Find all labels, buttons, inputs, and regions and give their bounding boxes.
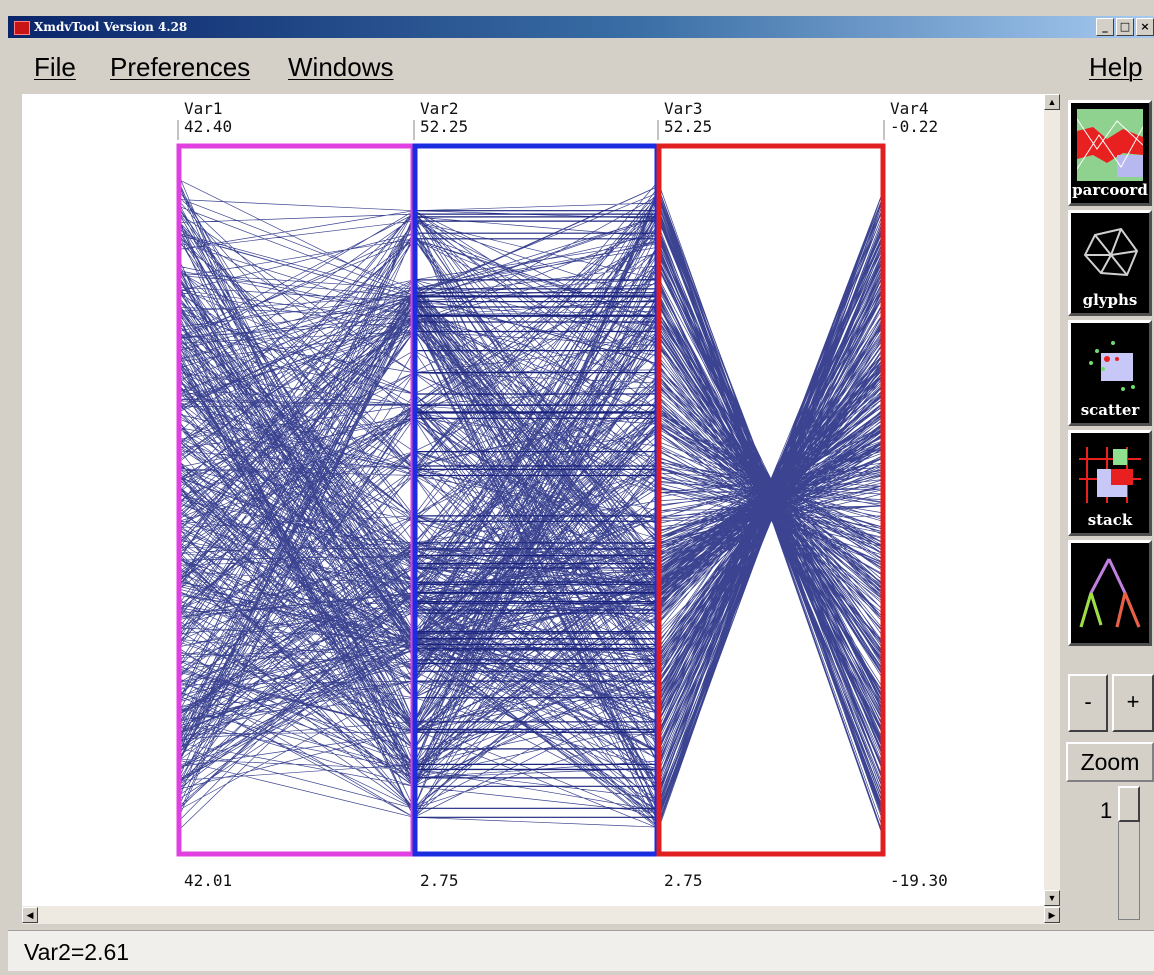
- axis-max-var1: 42.40: [184, 117, 232, 136]
- axis-min-var1: 42.01: [184, 871, 232, 890]
- parallel-coordinates-canvas[interactable]: Var1 42.40 42.01 Var2 52.25 2.75 Var3 52.25 2.75…: [22, 94, 1044, 906]
- maximize-button[interactable]: □: [1116, 18, 1134, 36]
- scatter-button[interactable]: scatter: [1068, 320, 1152, 426]
- axis-max-var4: -0.22: [890, 117, 938, 136]
- menu-windows[interactable]: Windows: [288, 52, 394, 82]
- menu-bar: File Preferences Windows Help: [8, 40, 1154, 92]
- zoom-in-button[interactable]: +: [1112, 674, 1154, 732]
- app-icon[interactable]: [14, 21, 30, 35]
- scroll-right-icon[interactable]: ▶: [1044, 907, 1060, 923]
- stack-button[interactable]: stack: [1068, 430, 1152, 536]
- window-title: XmdvTool Version 4.28: [34, 20, 188, 34]
- axis-name-var4: Var4: [890, 99, 929, 118]
- stack-icon: [1079, 447, 1141, 503]
- menu-help[interactable]: Help: [1089, 52, 1143, 82]
- hierarchy-button[interactable]: [1068, 540, 1152, 646]
- glyphs-icon: [1083, 227, 1139, 277]
- polyline-bundle: [177, 173, 885, 840]
- status-bar: Var2=2.61: [8, 930, 1154, 971]
- data-lines: [177, 173, 885, 840]
- glyphs-button[interactable]: glyphs: [1068, 210, 1152, 316]
- axis-min-var4: -19.30: [890, 871, 948, 890]
- zoom-slider-thumb[interactable]: [1118, 786, 1140, 822]
- menu-preferences[interactable]: Preferences: [110, 52, 251, 82]
- axis-max-var2: 52.25: [420, 117, 468, 136]
- scroll-left-icon[interactable]: ◀: [22, 907, 38, 923]
- menu-file[interactable]: File: [34, 52, 76, 82]
- scatter-icon: [1089, 341, 1135, 391]
- close-button[interactable]: ×: [1136, 18, 1154, 36]
- axis-name-var2: Var2: [420, 99, 459, 118]
- axis-min-var3: 2.75: [664, 871, 703, 890]
- parcoord-button[interactable]: parcoord: [1068, 100, 1152, 206]
- axis-labels: Var142.4042.01Var252.252.75Var352.252.75…: [177, 99, 948, 890]
- parcoord-icon: [1077, 109, 1143, 181]
- hierarchy-icon: [1079, 558, 1141, 628]
- view-toolbar: parcoord glyphs scatter: [1066, 96, 1154, 926]
- vertical-scrollbar[interactable]: ▲ ▼: [1044, 94, 1060, 906]
- minimize-button[interactable]: _: [1096, 18, 1114, 36]
- axis-frame-var3[interactable]: [656, 143, 886, 857]
- parallel-coordinates-plot[interactable]: Var142.4042.01Var252.252.75Var352.252.75…: [22, 94, 1044, 906]
- glyphs-label: glyphs: [1082, 291, 1138, 309]
- stack-label: stack: [1087, 511, 1133, 529]
- zoom-value: 1: [1100, 798, 1113, 823]
- horizontal-scrollbar[interactable]: ◀ ▶: [22, 906, 1060, 924]
- axis-frames: [176, 143, 886, 857]
- axis-name-var3: Var3: [664, 99, 703, 118]
- zoom-out-button[interactable]: -: [1068, 674, 1108, 732]
- axis-max-var3: 52.25: [664, 117, 712, 136]
- axis-min-var2: 2.75: [420, 871, 459, 890]
- title-bar[interactable]: XmdvTool Version 4.28 _ □ ×: [8, 16, 1154, 38]
- scroll-up-icon[interactable]: ▲: [1044, 94, 1060, 110]
- axis-name-var1: Var1: [184, 99, 223, 118]
- parcoord-label: parcoord: [1072, 181, 1148, 199]
- zoom-label: Zoom: [1066, 742, 1154, 782]
- scroll-down-icon[interactable]: ▼: [1044, 890, 1060, 906]
- var2-level-bands: [414, 210, 658, 818]
- status-text: Var2=2.61: [24, 939, 130, 965]
- scatter-label: scatter: [1080, 401, 1140, 419]
